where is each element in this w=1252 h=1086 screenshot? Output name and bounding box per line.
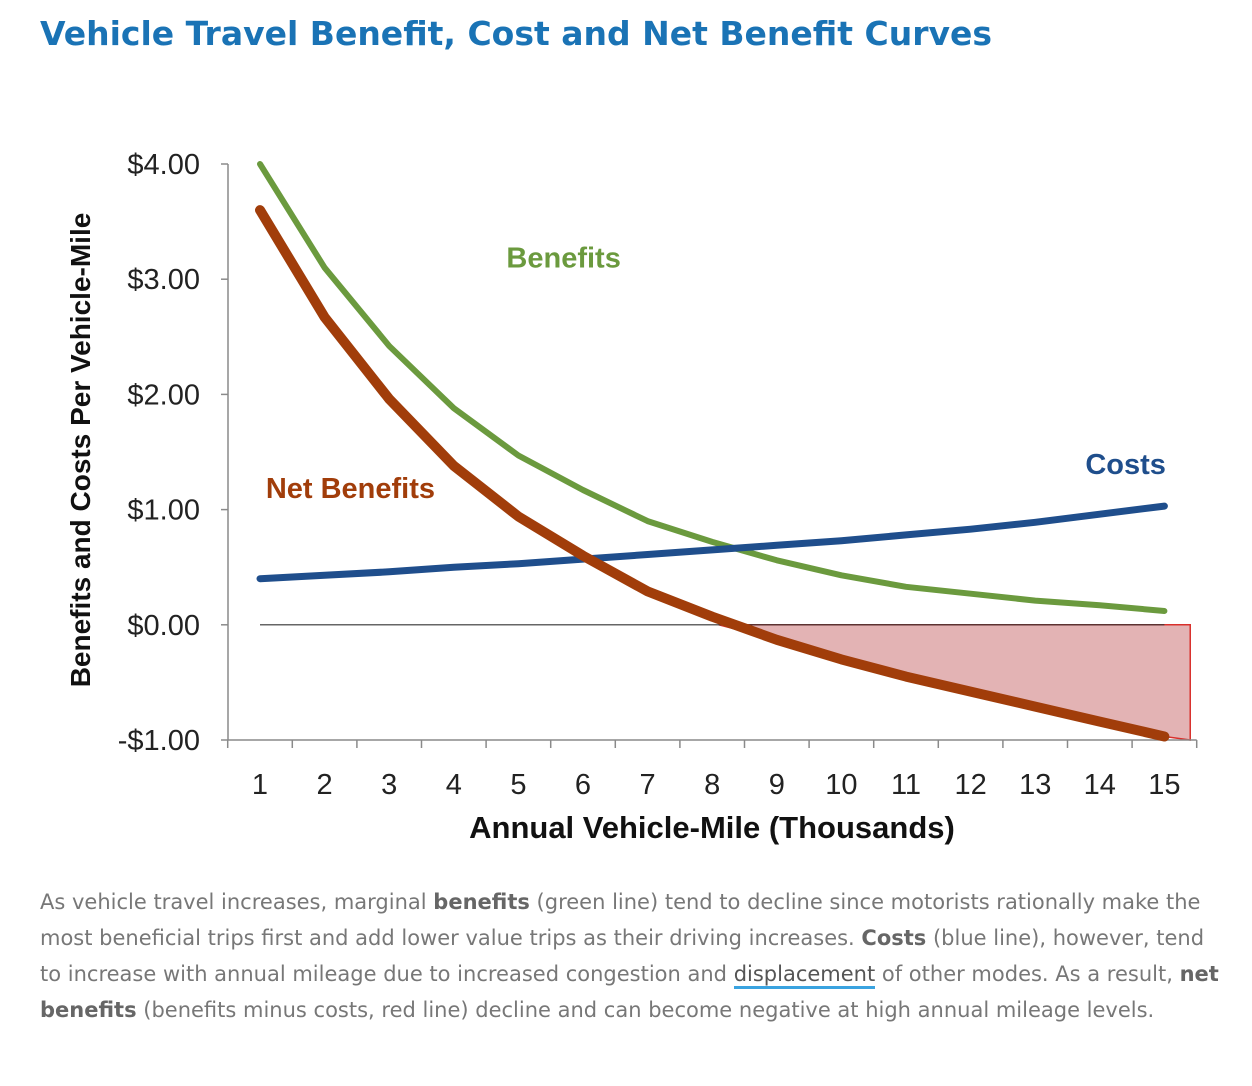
text-layer: $4.00$3.00$2.00$1.00$0.00-$1.001 2 3 4 5 6 7 8 9… [65, 149, 1181, 845]
caption-emphasis-costs: Costs [861, 926, 927, 950]
x-tick-label: 2 [317, 769, 333, 801]
series-label-costs: Costs [1085, 449, 1166, 481]
page-title: Vehicle Travel Benefit, Cost and Net Ben… [40, 14, 993, 53]
y-tick-label: $0.00 [127, 610, 200, 642]
y-tick-label: $4.00 [127, 149, 200, 181]
x-tick-label: 11 [891, 769, 921, 801]
y-axis-title: Benefits and Costs Per Vehicle-Mile [65, 213, 96, 688]
x-tick-label: 4 [446, 769, 462, 801]
axes-layer [221, 163, 1198, 748]
displacement-link[interactable]: displacement [733, 962, 876, 989]
y-tick-label: $3.00 [127, 264, 200, 296]
x-axis-title: Annual Vehicle-Mile (Thousands) [469, 810, 955, 845]
chart-caption: As vehicle travel increases, marginal be… [40, 884, 1220, 1028]
x-tick-label: 7 [640, 769, 656, 801]
caption-text: As vehicle travel increases, marginal [40, 890, 434, 914]
series-layer [255, 161, 1170, 742]
y-tick-label: $2.00 [127, 379, 200, 411]
x-tick-label: 8 [704, 769, 720, 801]
x-tick-label: 1 [252, 769, 268, 801]
caption-text: (blue line), however, tend to increase w… [40, 926, 1205, 986]
caption-text: (green line) tend to decline since motor… [40, 890, 1201, 950]
chart: $4.00$3.00$2.00$1.00$0.00-$1.001 2 3 4 5 6 7 8 9… [65, 149, 1198, 845]
caption-text: of other modes. As a result, [875, 962, 1180, 986]
y-tick-label: -$1.00 [118, 725, 200, 757]
x-tick-label: 3 [381, 769, 397, 801]
x-tick-label: 10 [825, 769, 857, 801]
series-line-benefits [257, 161, 1168, 614]
series-label-net-benefits: Net Benefits [266, 473, 435, 505]
x-tick-label: 12 [954, 769, 986, 801]
x-tick-label: 5 [510, 769, 526, 801]
x-tick-label: 15 [1148, 769, 1180, 801]
y-tick-label: $1.00 [127, 495, 200, 527]
caption-text: (benefits minus costs, red line) decline… [136, 998, 1155, 1022]
series-label-benefits: Benefits [506, 243, 620, 275]
caption-emphasis-net-benefits: net benefits [40, 962, 1219, 1022]
caption-emphasis-benefits: benefits [433, 890, 530, 914]
x-tick-label: 6 [575, 769, 591, 801]
x-tick-label: 9 [769, 769, 785, 801]
x-tick-label: 14 [1084, 769, 1116, 801]
x-tick-label: 13 [1019, 769, 1051, 801]
